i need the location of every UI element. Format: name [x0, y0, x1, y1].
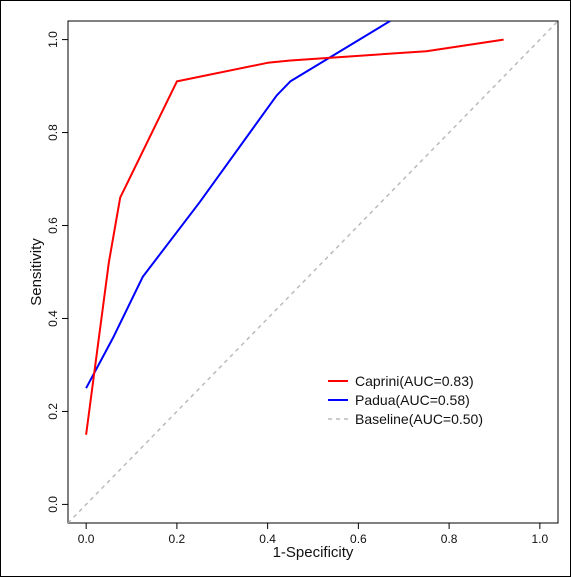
x-tick-label: 0.4: [259, 532, 276, 546]
x-tick-label: 0.0: [78, 532, 95, 546]
y-tick-label: 0.8: [46, 124, 60, 141]
x-tick-label: 1.0: [532, 532, 549, 546]
x-tick-label: 0.8: [441, 532, 458, 546]
legend-label: Caprini(AUC=0.83): [355, 373, 474, 389]
x-axis-title: 1-Specificity: [273, 544, 354, 561]
series-line-baseline: [68, 21, 558, 523]
x-tick-label: 0.2: [169, 532, 186, 546]
y-axis-title: Sensitivity: [28, 238, 45, 306]
y-tick-label: 1.0: [46, 31, 60, 48]
plot-area-border: [67, 20, 559, 524]
axes-layer: 0.0 0.2 0.4 0.6 0.8 1.0 0.0 0.2 0.4 0.6 0.8 1.0: [46, 31, 549, 546]
y-tick-label: 0.6: [46, 217, 60, 234]
legend-label: Padua(AUC=0.58): [355, 392, 470, 408]
series-line-padua: [85, 21, 391, 389]
series-layer: [68, 21, 558, 523]
series-line-caprini: [85, 38, 504, 435]
legend-label: Baseline(AUC=0.50): [355, 411, 483, 427]
y-tick-label: 0.2: [46, 403, 60, 420]
y-tick-label: 0.0: [46, 496, 60, 513]
x-tick-label: 0.6: [350, 532, 367, 546]
y-tick-label: 0.4: [46, 310, 60, 327]
legend: Caprini(AUC=0.83) Padua(AUC=0.58) Baseline…: [328, 373, 483, 427]
